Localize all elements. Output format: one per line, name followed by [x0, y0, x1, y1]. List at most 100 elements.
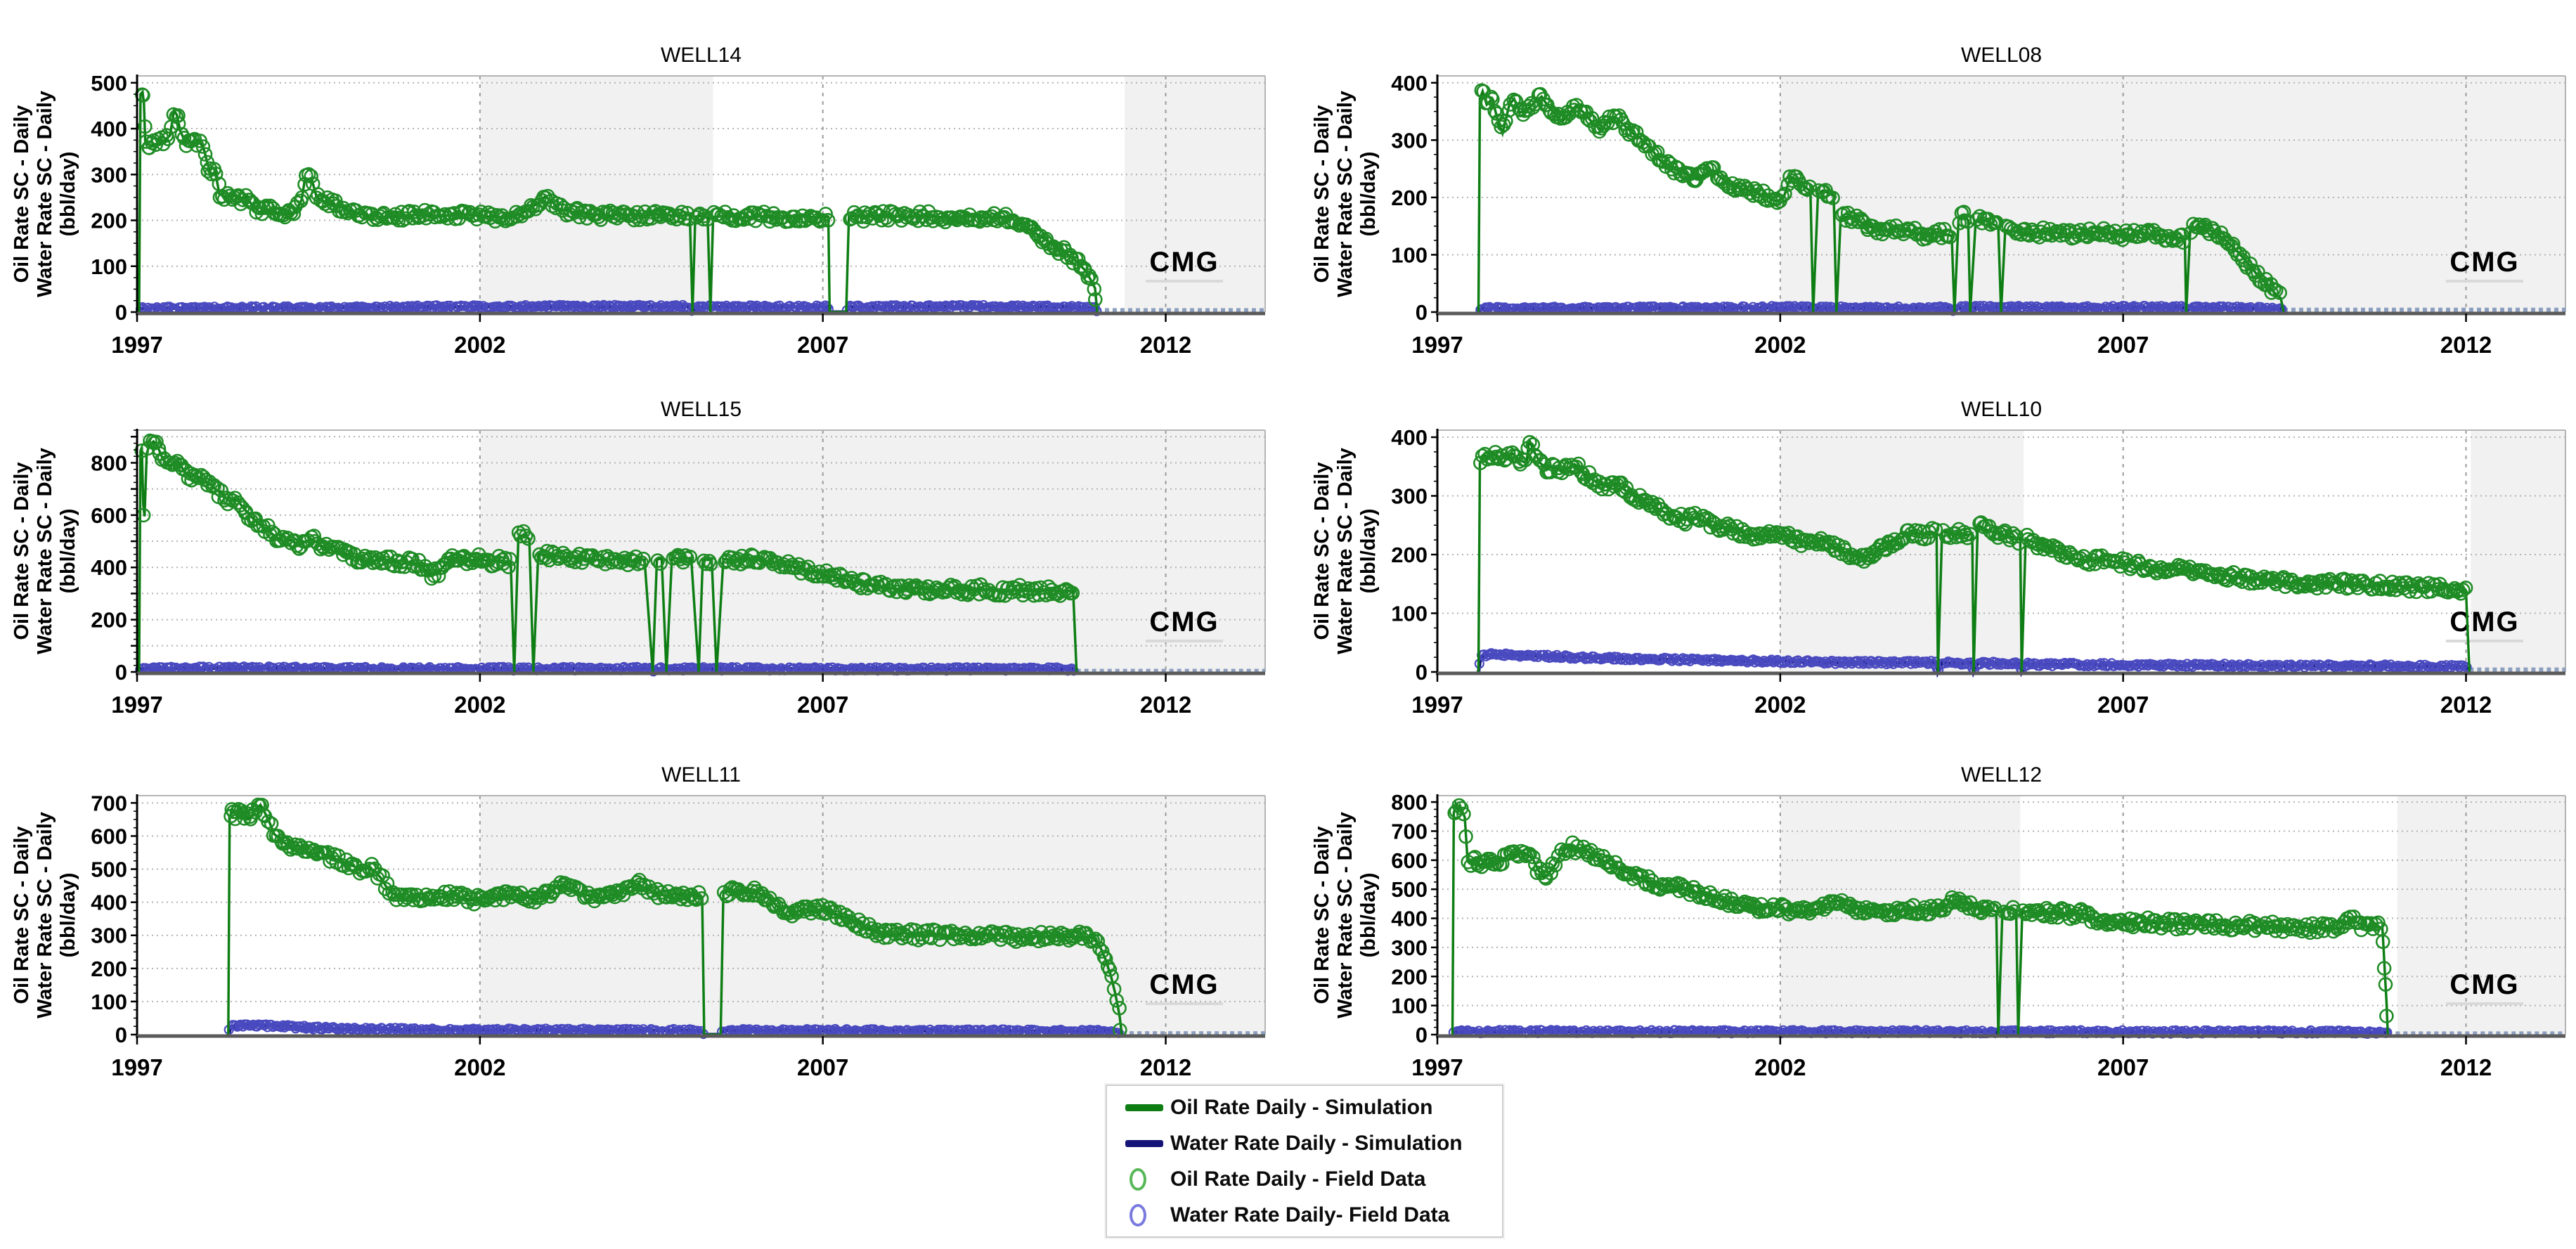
x-tick-label: 2002 [454, 1054, 505, 1080]
legend-line-swatch-icon [1125, 1139, 1170, 1147]
chart-title: WELL11 [661, 763, 741, 787]
y-axis-label: Oil Rate SC - DailyWater Rate SC - Daily… [1311, 812, 1380, 1018]
y-axis-label: Oil Rate SC - DailyWater Rate SC - Daily… [1311, 448, 1380, 654]
oil-field-data-markers [135, 87, 1103, 307]
y-tick-label: 100 [91, 990, 127, 1014]
y-tick-label: 100 [91, 254, 127, 279]
x-tick-label: 1997 [111, 332, 162, 358]
oil-field-data-markers [224, 797, 1127, 1037]
y-tick-label: 600 [1391, 848, 1428, 873]
x-tick-label: 2007 [797, 332, 848, 358]
legend-line-swatch-icon [1125, 1104, 1170, 1111]
oil-field-data-markers [1474, 83, 2287, 300]
chart-panel-well10: CMG 0 100 200 300 400 1997 2002 2007 2012 WELL10 Oi… [1311, 398, 2566, 718]
y-tick-label: 600 [91, 503, 127, 528]
y-tick-label: 200 [1391, 964, 1428, 989]
y-tick-label: 400 [1391, 907, 1428, 931]
legend-item-label: Water Rate Daily - Simulation [1170, 1131, 1463, 1155]
y-tick-label: 0 [1416, 300, 1428, 325]
y-tick-label: 200 [1391, 543, 1428, 567]
x-tick-label: 1997 [1411, 332, 1463, 358]
y-tick-label: 400 [91, 891, 127, 915]
legend-item: Water Rate Daily - Simulation [1125, 1129, 1502, 1158]
shaded-period [479, 796, 1265, 1035]
y-tick-label: 700 [1391, 819, 1428, 843]
y-axis-label: Oil Rate SC - DailyWater Rate SC - Daily… [11, 91, 79, 297]
legend-item-label: Oil Rate Daily - Field Data [1170, 1167, 1426, 1191]
cmg-watermark-logo: CMG [2449, 969, 2519, 1000]
x-tick-label: 2002 [454, 332, 505, 358]
x-tick-label: 2012 [2440, 692, 2492, 718]
y-axis-label: Oil Rate SC - DailyWater Rate SC - Daily… [11, 448, 79, 654]
shaded-period [479, 76, 713, 312]
legend-item-label: Water Rate Daily- Field Data [1170, 1203, 1450, 1227]
x-tick-label: 2007 [2097, 1054, 2149, 1080]
y-tick-label: 300 [1391, 936, 1428, 960]
chart-panel-well08: CMG 0 100 200 300 400 1997 2002 2007 2012 WELL08 Oi… [1311, 44, 2566, 358]
shaded-period [2397, 796, 2565, 1035]
x-tick-label: 2002 [454, 692, 505, 718]
y-tick-label: 100 [1391, 242, 1428, 267]
shaded-period [2471, 430, 2565, 672]
x-tick-label: 1997 [111, 692, 162, 718]
x-tick-label: 1997 [1411, 1054, 1463, 1080]
x-tick-label: 2002 [1754, 692, 1806, 718]
x-tick-label: 2007 [2097, 692, 2149, 718]
chart-title: WELL10 [1961, 398, 2042, 421]
y-tick-label: 200 [91, 957, 127, 981]
y-tick-label: 300 [91, 924, 127, 948]
chart-panel-well15: CMG 0 200 400 600 800 1997 2002 2007 2012 WELL15 Oi… [11, 398, 1266, 718]
chart-title: WELL08 [1961, 44, 2042, 67]
y-tick-label: 300 [1391, 128, 1428, 153]
y-tick-label: 0 [1416, 1023, 1428, 1047]
x-tick-label: 1997 [1411, 692, 1463, 718]
cmg-watermark-logo: CMG [2449, 607, 2519, 638]
y-tick-label: 300 [91, 162, 127, 187]
y-tick-label: 500 [91, 858, 127, 882]
x-tick-label: 2012 [2440, 332, 2492, 358]
y-tick-label: 0 [1416, 660, 1428, 685]
legend-item: Water Rate Daily- Field Data [1125, 1201, 1502, 1229]
y-tick-label: 800 [1391, 790, 1428, 815]
legend-item: Oil Rate Daily - Field Data [1125, 1165, 1502, 1193]
y-tick-label: 400 [91, 555, 127, 580]
y-tick-label: 700 [91, 791, 127, 815]
y-tick-label: 0 [115, 300, 127, 325]
legend-circle-swatch-icon [1125, 1167, 1170, 1191]
chart-title: WELL12 [1961, 763, 2042, 787]
y-tick-label: 500 [91, 71, 127, 96]
y-tick-label: 300 [1391, 484, 1428, 509]
oil-field-data-markers [1447, 798, 2394, 1023]
shaded-period [1780, 76, 2565, 312]
y-tick-label: 200 [1391, 186, 1428, 210]
y-tick-label: 800 [91, 451, 127, 475]
cmg-watermark-logo: CMG [1149, 247, 1219, 278]
x-tick-label: 2007 [797, 1054, 848, 1080]
y-tick-label: 200 [91, 209, 127, 233]
y-tick-label: 0 [115, 660, 127, 685]
x-tick-label: 2002 [1754, 1054, 1806, 1080]
x-tick-label: 2002 [1754, 332, 1806, 358]
y-tick-label: 100 [1391, 994, 1428, 1018]
legend-item: Oil Rate Daily - Simulation [1125, 1093, 1502, 1122]
oil-field-data-markers [134, 433, 1080, 603]
y-tick-label: 500 [1391, 877, 1428, 902]
y-tick-label: 400 [91, 117, 127, 141]
y-tick-label: 0 [115, 1023, 127, 1047]
chart-title: WELL15 [661, 398, 742, 421]
chart-title: WELL14 [661, 44, 742, 67]
x-tick-label: 2012 [1140, 692, 1191, 718]
y-tick-label: 400 [1391, 71, 1428, 96]
y-tick-label: 200 [91, 608, 127, 633]
chart-panel-well12: CMG 0 100 200 300 400 500 600 700 800 1997 2002 2007… [1311, 763, 2566, 1080]
x-tick-label: 2012 [2440, 1054, 2492, 1080]
y-tick-label: 400 [1391, 425, 1428, 450]
legend-item-label: Oil Rate Daily - Simulation [1170, 1095, 1433, 1119]
legend-circle-swatch-icon [1125, 1203, 1170, 1227]
cmg-watermark-logo: CMG [1149, 969, 1219, 1000]
shaded-period [1124, 76, 1265, 312]
oil-field-data-markers [1473, 434, 2473, 601]
chart-panel-well11: CMG 0 100 200 300 400 500 600 700 1997 2002 2007 201… [11, 763, 1266, 1080]
